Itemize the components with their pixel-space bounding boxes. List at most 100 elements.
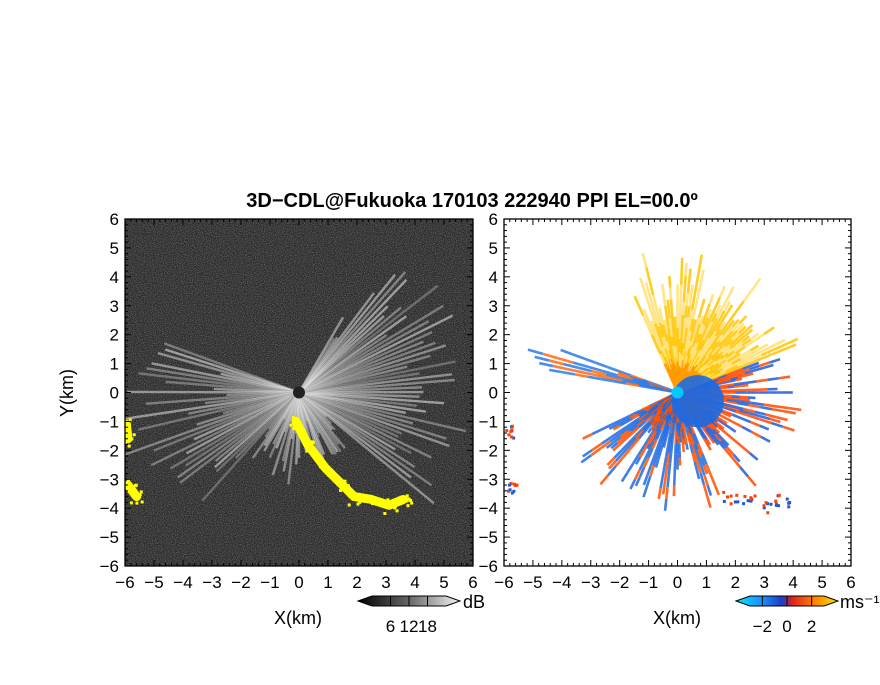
velocity-echo-speckle <box>787 502 790 505</box>
reflectivity-echo-speckle <box>305 450 308 453</box>
y-tick-label: −5 <box>100 528 119 547</box>
velocity-ray-segment <box>673 323 674 335</box>
reflectivity-echo-speckle <box>122 442 125 445</box>
velocity-echo-speckle <box>769 503 772 506</box>
reflectivity-colorbar-unit: dB <box>463 592 485 612</box>
reflectivity-echo-speckle <box>141 500 144 503</box>
reflectivity-echo-speckle <box>374 503 377 506</box>
velocity-toward-core <box>672 375 724 427</box>
x-tick-label: 4 <box>410 573 419 592</box>
reflectivity-echo-speckle <box>348 503 351 506</box>
reflectivity-echo-speckle <box>121 487 124 490</box>
reflectivity-echo-speckle <box>383 512 386 515</box>
reflectivity-echo-speckle <box>130 492 133 495</box>
y-tick-label: 6 <box>489 210 498 229</box>
velocity-ray-segment <box>667 431 668 437</box>
velocity-echo-speckle <box>750 497 753 500</box>
velocity-ray-segment <box>670 452 671 464</box>
velocity-ray-segment <box>659 488 661 499</box>
velocity-ray-segment <box>662 467 664 478</box>
x-tick-label: 3 <box>760 573 769 592</box>
velocity-edge-echo <box>515 484 518 487</box>
y-tick-label: 1 <box>110 355 119 374</box>
reflectivity-echo-speckle <box>322 466 325 469</box>
velocity-ray-segment <box>691 285 693 296</box>
y-tick-label: −6 <box>479 557 498 576</box>
reflectivity-echo-speckle <box>378 502 381 505</box>
x-tick-label: 4 <box>788 573 797 592</box>
y-tick-label: −2 <box>479 441 498 460</box>
velocity-ray-segment <box>694 319 696 326</box>
velocity-ray-segment <box>671 328 672 337</box>
reflectivity-echo-speckle <box>121 434 124 437</box>
reflectivity-echo-speckle <box>134 484 137 487</box>
velocity-ray-segment <box>671 440 672 452</box>
y-tick-label: 3 <box>489 297 498 316</box>
velocity-ray-segment <box>673 428 674 440</box>
figure-title: 3D−CDL@Fukuoka 170103 222940 PPI EL=00.0… <box>246 190 698 212</box>
y-tick-label: −1 <box>479 412 498 431</box>
velocity-ray-segment <box>732 396 740 397</box>
reflectivity-ylabel: Y(km) <box>57 369 77 417</box>
velocity-echo-speckle <box>786 498 789 501</box>
reflectivity-echo-speckle <box>130 438 133 441</box>
reflectivity-echo-speckle <box>133 433 136 436</box>
reflectivity-echo-speckle <box>372 500 375 503</box>
velocity-echo-speckle <box>747 499 750 502</box>
velocity-site-marker <box>672 387 684 399</box>
velocity-ray-segment <box>723 385 734 387</box>
velocity-ray-segment <box>686 438 687 444</box>
velocity-edge-echo <box>511 425 514 428</box>
reflectivity-echo-speckle <box>130 501 133 504</box>
x-tick-label: −4 <box>173 573 192 592</box>
velocity-ray-segment <box>669 463 670 475</box>
velocity-edge-echo <box>509 430 512 433</box>
reflectivity-echo-speckle <box>289 424 292 427</box>
reflectivity-echo-speckle <box>393 506 396 509</box>
radar-site-marker <box>293 387 305 399</box>
velocity-ray-segment <box>665 499 666 511</box>
velocity-ray-segment <box>736 399 743 400</box>
velocity-ray-segment <box>681 328 682 341</box>
reflectivity-echo-speckle <box>406 504 409 507</box>
x-tick-label: −1 <box>260 573 279 592</box>
reflectivity-echo-speckle <box>350 492 353 495</box>
reflectivity-echo-speckle <box>139 493 142 496</box>
reflectivity-echo-speckle <box>371 502 374 505</box>
reflectivity-xlabel: X(km) <box>274 608 322 628</box>
velocity-echo-speckle <box>722 491 725 494</box>
reflectivity-echo-speckle <box>356 503 359 506</box>
reflectivity-echo-speckle <box>343 480 346 483</box>
velocity-ray-segment <box>662 284 664 295</box>
velocity-xlabel: X(km) <box>653 608 701 628</box>
y-tick-label: 5 <box>110 239 119 258</box>
reflectivity-echo-speckle <box>410 502 413 505</box>
velocity-colorbar-unit: ms⁻¹ <box>840 592 880 612</box>
velocity-edge-echo <box>507 433 510 436</box>
velocity-echo-speckle <box>766 511 769 514</box>
velocity-ray-segment <box>669 309 670 318</box>
reflectivity-echo-speckle <box>347 484 350 487</box>
velocity-ray-segment <box>724 396 732 397</box>
colorbar-tick-label: −2 <box>753 617 772 636</box>
velocity-echo-speckle <box>754 494 757 497</box>
x-tick-label: 6 <box>846 573 855 592</box>
velocity-ray-segment <box>745 381 756 383</box>
colorbar-tick-label: 6 <box>386 617 395 636</box>
reflectivity-echo-speckle <box>327 473 330 476</box>
colorbar-tick-label: 0 <box>782 617 791 636</box>
velocity-echo-speckle <box>743 495 746 498</box>
reflectivity-echo-speckle <box>344 487 347 490</box>
velocity-ray-segment <box>752 403 764 405</box>
x-tick-label: 1 <box>702 573 711 592</box>
velocity-ray-segment <box>768 378 779 380</box>
reflectivity-echo-speckle <box>128 445 131 448</box>
velocity-ray-segment <box>687 444 688 450</box>
reflectivity-echo-speckle <box>369 496 372 499</box>
velocity-ray-segment <box>664 442 665 448</box>
y-tick-label: 0 <box>489 384 498 403</box>
reflectivity-echo-speckle <box>339 489 342 492</box>
reflectivity-echo-speckle <box>140 490 143 493</box>
velocity-ray-segment <box>665 320 666 327</box>
